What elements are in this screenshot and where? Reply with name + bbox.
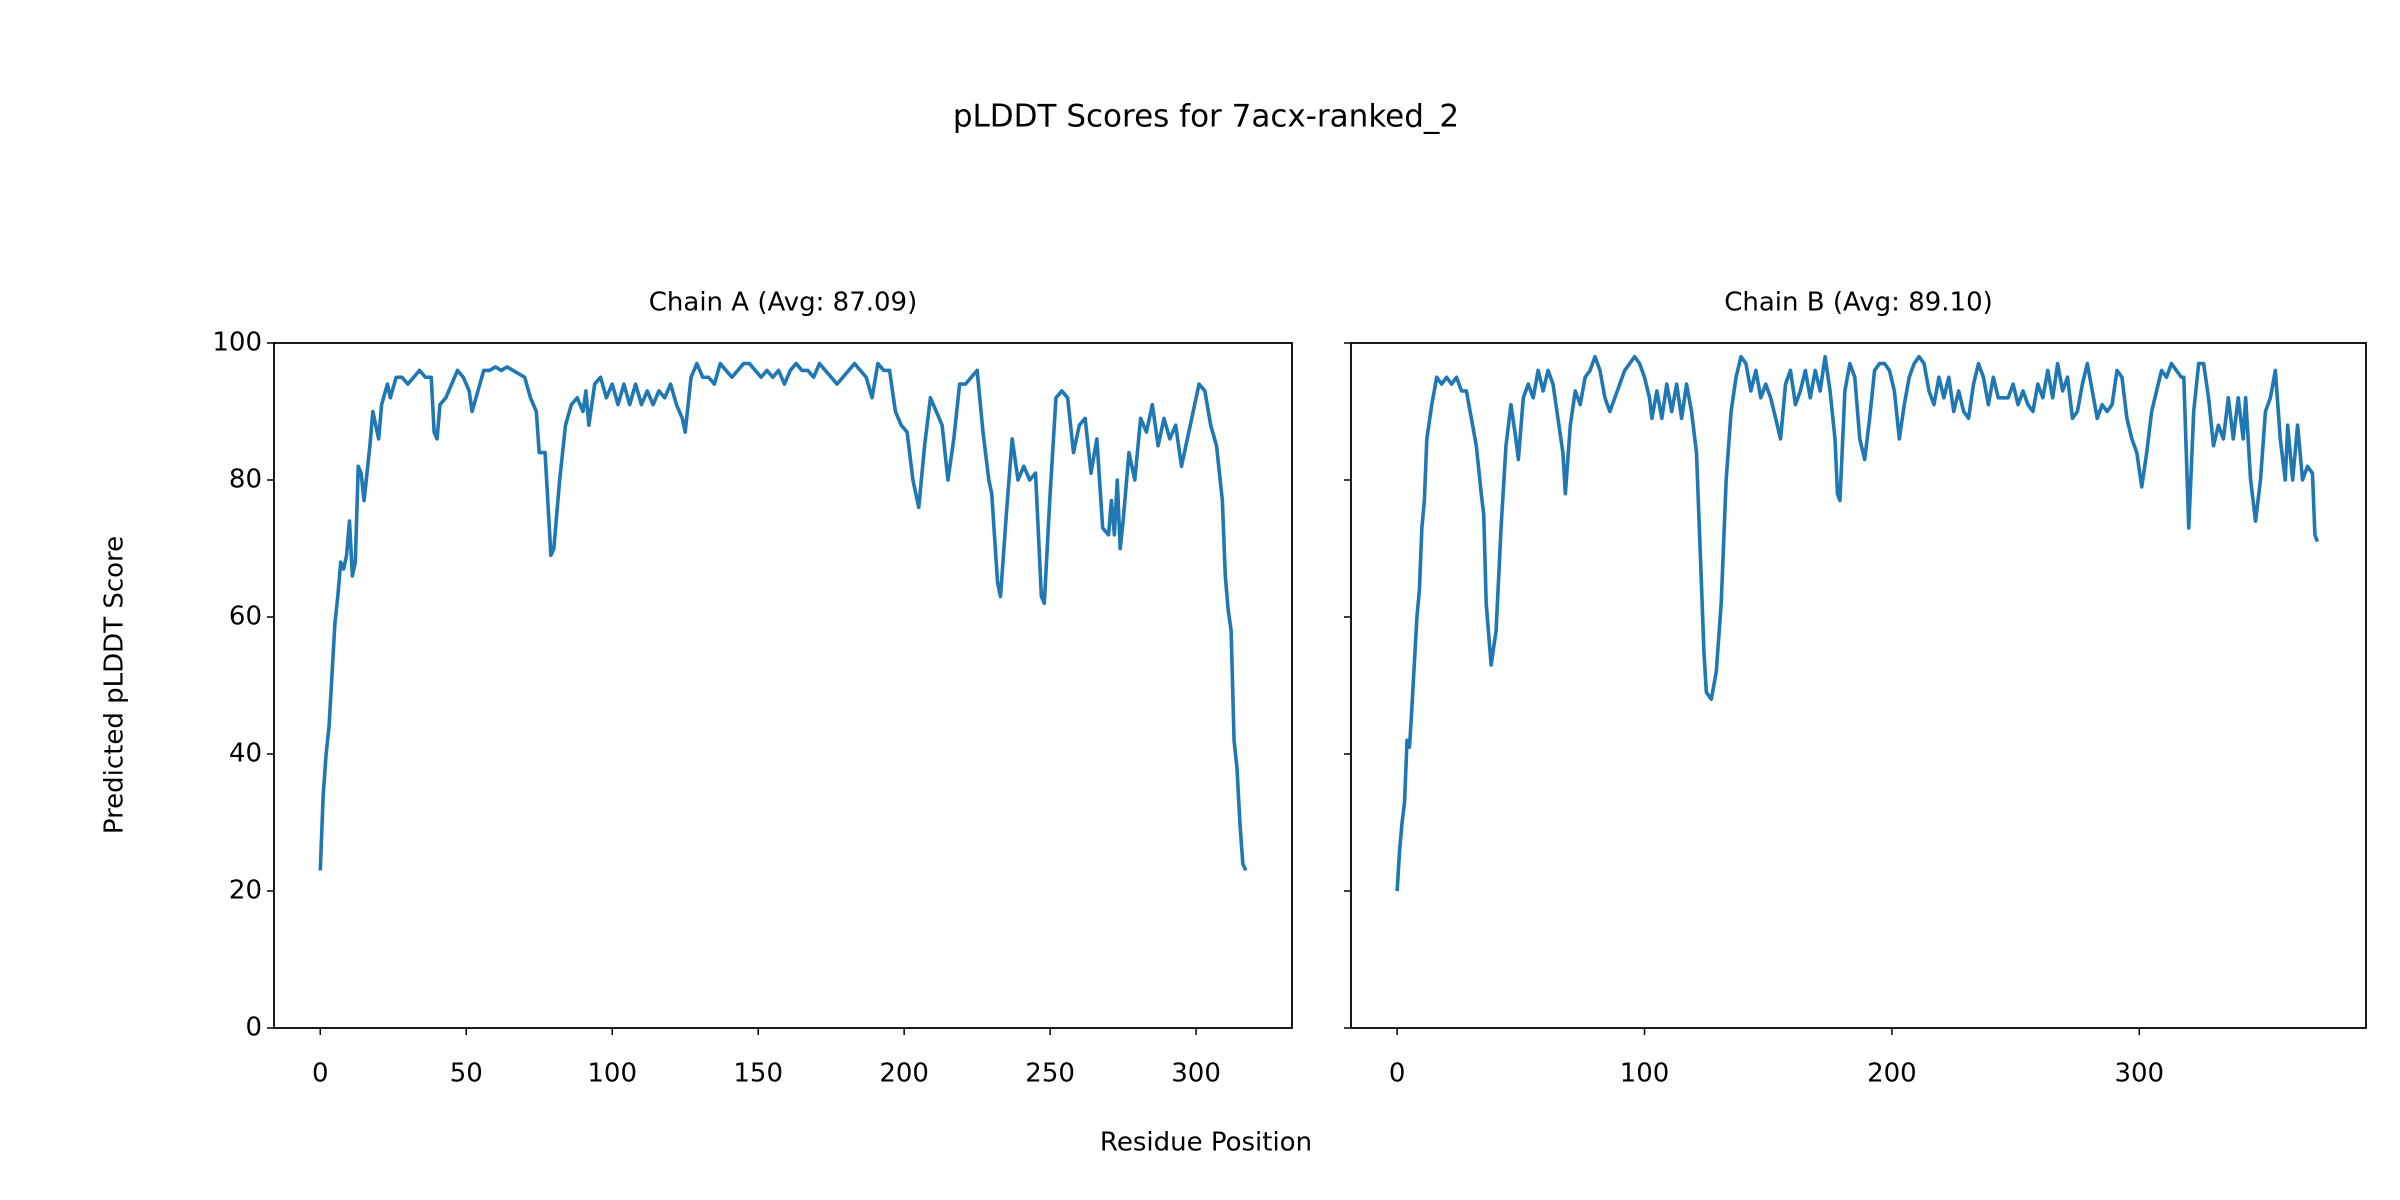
y-tick-label: 60 bbox=[229, 602, 262, 632]
y-tick-label: 0 bbox=[245, 1013, 262, 1043]
subplot-title: Chain B (Avg: 89.10) bbox=[1724, 288, 1993, 318]
y-tick-label: 20 bbox=[229, 876, 262, 906]
x-tick-label: 150 bbox=[733, 1059, 783, 1089]
x-tick-label: 0 bbox=[1389, 1059, 1406, 1089]
axes-frame bbox=[1350, 342, 2367, 1029]
subplot-title: Chain A (Avg: 87.09) bbox=[649, 288, 917, 318]
data-line bbox=[1395, 354, 2320, 892]
x-tick-label: 100 bbox=[1620, 1059, 1670, 1089]
x-axis-label: Residue Position bbox=[1100, 1128, 1312, 1158]
x-tick-label: 0 bbox=[312, 1059, 329, 1089]
x-tick-label: 300 bbox=[2114, 1059, 2164, 1089]
y-axis-label: Predicted pLDDT Score bbox=[100, 536, 130, 834]
x-tick-label: 200 bbox=[879, 1059, 929, 1089]
y-tick-label: 40 bbox=[229, 739, 262, 769]
y-tick-label: 100 bbox=[212, 328, 262, 358]
y-tick-label: 80 bbox=[229, 465, 262, 495]
figure-title: pLDDT Scores for 7acx-ranked_2 bbox=[953, 99, 1459, 135]
x-tick-label: 50 bbox=[450, 1059, 483, 1089]
axes-frame bbox=[273, 342, 1293, 1029]
data-line bbox=[318, 361, 1248, 872]
x-tick-label: 200 bbox=[1867, 1059, 1917, 1089]
x-tick-label: 250 bbox=[1025, 1059, 1075, 1089]
x-tick-label: 300 bbox=[1171, 1059, 1221, 1089]
x-tick-label: 100 bbox=[587, 1059, 637, 1089]
